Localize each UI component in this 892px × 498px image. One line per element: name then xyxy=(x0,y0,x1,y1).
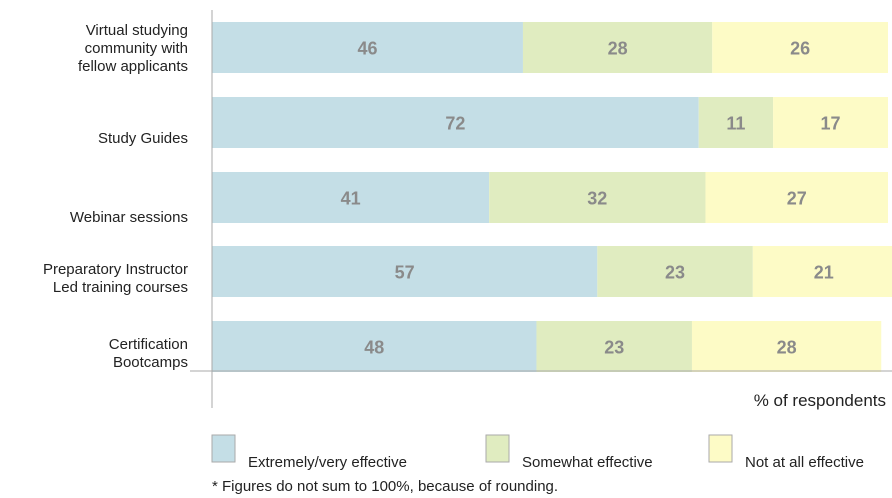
data-label: 23 xyxy=(604,338,624,358)
data-label: 23 xyxy=(665,263,685,283)
legend-label: Extremely/very effective xyxy=(248,454,407,471)
data-label: 72 xyxy=(445,114,465,134)
data-label: 46 xyxy=(357,39,377,59)
bar-segment xyxy=(752,246,892,297)
bar-segment xyxy=(522,22,713,73)
bars-group: 46 28 26 72 11 17 41 32 27 57 23 21 48 23 28 xyxy=(212,22,892,372)
legend-label: Somewhat effective xyxy=(522,454,653,471)
data-label: 57 xyxy=(395,263,415,283)
bar-segment xyxy=(212,321,537,372)
data-label: 32 xyxy=(587,189,607,209)
data-label: 17 xyxy=(821,114,841,134)
legend-label: Not at all effective xyxy=(745,454,864,471)
bar-segment xyxy=(712,22,888,73)
category-label: community with xyxy=(85,40,188,57)
category-label: Led training courses xyxy=(53,279,188,296)
category-label: Webinar sessions xyxy=(70,209,188,226)
bar-segment xyxy=(212,172,490,223)
bar-segment xyxy=(212,246,598,297)
category-label: Virtual studying xyxy=(86,22,188,39)
data-label: 41 xyxy=(341,189,361,209)
data-label: 28 xyxy=(777,338,797,358)
bar-segment xyxy=(773,97,888,148)
legend: Extremely/very effective Somewhat effecti… xyxy=(211,434,864,471)
bar-segment xyxy=(489,172,706,223)
bar-segment xyxy=(536,321,692,372)
category-label: Certification xyxy=(109,336,188,353)
bar-segment xyxy=(705,172,888,223)
x-axis-label: % of respondents xyxy=(754,391,886,410)
category-label: Bootcamps xyxy=(113,354,188,371)
data-label: 21 xyxy=(814,263,834,283)
category-label: Preparatory Instructor xyxy=(43,261,188,278)
legend-swatch xyxy=(211,434,236,463)
category-label: fellow applicants xyxy=(78,58,188,75)
footnote: * Figures do not sum to 100%, because of… xyxy=(212,478,558,495)
data-label: 48 xyxy=(364,338,384,358)
data-label: 27 xyxy=(787,189,807,209)
category-label: Study Guides xyxy=(98,130,188,147)
data-label: 11 xyxy=(726,114,745,134)
bar-segment xyxy=(698,97,774,148)
bar-segment xyxy=(212,22,523,73)
legend-swatch xyxy=(708,434,733,463)
bar-segment xyxy=(691,321,882,372)
data-label: 28 xyxy=(608,39,628,59)
legend-swatch xyxy=(485,434,510,463)
bar-segment xyxy=(212,97,699,148)
data-label: 26 xyxy=(790,39,810,59)
bar-segment xyxy=(597,246,753,297)
